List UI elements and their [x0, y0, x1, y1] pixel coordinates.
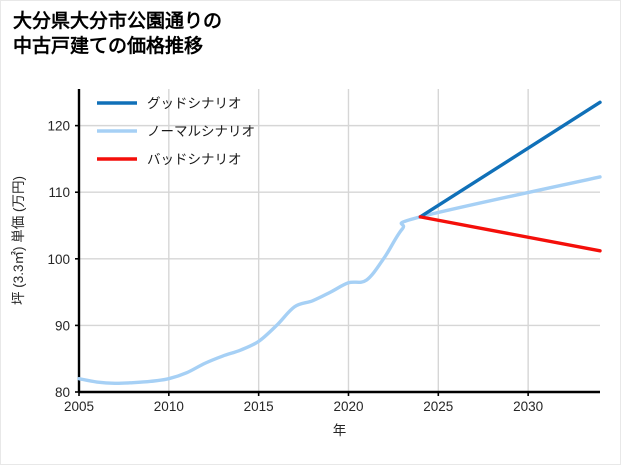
y-tick-label: 80	[55, 385, 70, 400]
y-tick-label: 110	[48, 185, 70, 200]
data-series-lines	[77, 100, 602, 386]
y-axis-title: 坪 (3.3㎡) 単価 (万円)	[11, 176, 26, 305]
plot-frame	[77, 89, 600, 394]
legend-label-0: グッドシナリオ	[147, 96, 242, 111]
y-tick-label: 90	[55, 318, 70, 333]
series-line-bad	[418, 215, 602, 253]
axis-titles: 年 坪 (3.3㎡) 単価 (万円)	[11, 176, 346, 438]
legend-label-2: バッドシナリオ	[147, 152, 242, 167]
x-tick-label: 2015	[244, 399, 274, 414]
x-tick-label: 2020	[333, 399, 363, 414]
series-line-normal	[77, 175, 602, 386]
x-tick-label: 2010	[154, 399, 184, 414]
y-tick-label: 120	[47, 119, 70, 134]
x-axis-title: 年	[333, 423, 347, 438]
chart-title: 大分県大分市公園通りの 中古戸建ての価格推移	[13, 11, 223, 58]
x-axis-tick-labels: 2005 2010 2015 2020 2025 2030	[64, 392, 543, 414]
y-tick-label: 100	[47, 252, 70, 267]
legend-label-1: ノーマルシナリオ	[147, 124, 255, 139]
x-tick-label: 2025	[423, 399, 453, 414]
x-tick-label: 2005	[64, 399, 94, 414]
x-tick-label: 2030	[513, 399, 543, 414]
y-axis-tick-labels: 80 90 100 110 120	[47, 119, 79, 400]
series-line-good	[418, 100, 602, 219]
